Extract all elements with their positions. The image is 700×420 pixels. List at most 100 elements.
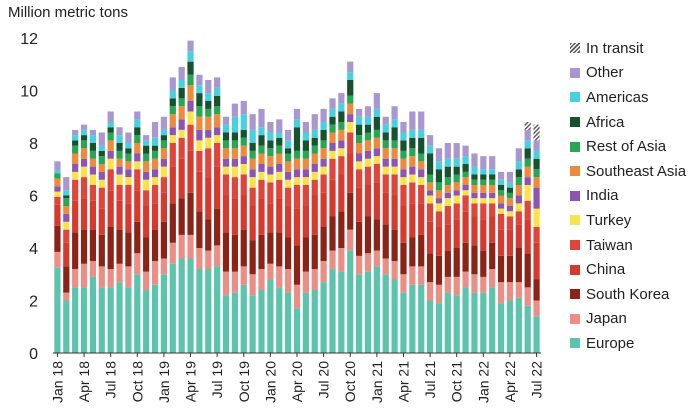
bar-segment-europe [524, 305, 531, 353]
bar-segment-china [533, 242, 540, 280]
bar-segment-americas [63, 190, 70, 196]
bar-segment-americas [89, 135, 97, 143]
bar-segment-india [435, 198, 443, 204]
bar-segment-europe [382, 274, 389, 353]
bar-segment-americas [151, 137, 159, 146]
legend-label: Americas [586, 88, 649, 106]
bar-segment-south-korea [249, 240, 256, 275]
bar-segment-africa [497, 185, 505, 191]
bar-segment-africa [533, 158, 540, 170]
bar-segment-southeast-asia [178, 106, 185, 120]
bar-segment-china [107, 190, 114, 227]
legend-item-taiwan: Taiwan [570, 233, 698, 258]
bar-segment-other [480, 156, 487, 170]
bar-segment-rest-of-asia [409, 148, 416, 157]
bar-segment-americas [338, 103, 345, 112]
bar-segment-southeast-asia [426, 182, 434, 191]
bar-segment-southeast-asia [293, 158, 301, 170]
x-tick-label: Jul 21 [422, 361, 438, 399]
bar-segment-turkey [240, 164, 247, 175]
bar-segment-europe [80, 287, 88, 354]
bar-segment-other [293, 108, 301, 120]
bar-segment-japan [72, 269, 79, 288]
bar-segment-south-korea [400, 242, 407, 275]
bar-segment-south-korea [409, 237, 416, 267]
bar-segment-other [160, 116, 168, 130]
bar-segment-africa [356, 124, 363, 136]
bar-segment-americas [515, 161, 522, 170]
bar-segment-europe [364, 271, 372, 354]
bar-segment-southeast-asia [187, 85, 194, 101]
bar-segment-americas [329, 108, 336, 117]
legend-label: South Korea [586, 285, 670, 303]
bar-segment-japan [54, 251, 61, 268]
bar-segment-china [311, 195, 318, 235]
bar-segment-africa [435, 169, 443, 183]
bar-segment-south-korea [196, 211, 203, 248]
bar-segment-americas [480, 169, 487, 175]
bar-segment-southeast-asia [435, 190, 443, 199]
bar-segment-turkey [364, 158, 372, 167]
bar-segment-taiwan [54, 196, 61, 205]
bar-segment-americas [497, 179, 505, 185]
bar-segment-japan [489, 269, 496, 288]
bar-segment-india [418, 169, 425, 178]
bar-segment-taiwan [462, 195, 469, 212]
bar-segment-south-korea [160, 221, 168, 259]
bar-segment-europe [347, 250, 354, 354]
bar-segment-india [125, 169, 132, 178]
bar-segment-china [267, 203, 274, 233]
bar-segment-turkey [276, 171, 283, 180]
bar-segment-turkey [444, 198, 451, 206]
bar-segment-turkey [214, 135, 221, 143]
bar-segment-rest-of-asia [143, 153, 150, 162]
bar-segment-southeast-asia [373, 137, 380, 149]
bar-segment-china [222, 195, 230, 233]
bar-segment-europe [329, 269, 336, 353]
bar-segment-china [63, 242, 70, 267]
x-tick-label: Oct 21 [449, 361, 465, 402]
bar-segment-americas [462, 156, 469, 165]
bar-segment-rest-of-asia [356, 135, 363, 143]
bar-segment-europe [311, 290, 318, 353]
bar-segment-taiwan [533, 227, 540, 243]
bar-segment-taiwan [293, 185, 301, 209]
bar-segment-rest-of-asia [205, 108, 212, 117]
bar-segment-south-korea [222, 232, 230, 272]
bar-segment-africa [524, 148, 531, 159]
legend-swatch [570, 141, 580, 152]
bar-segment-europe [143, 290, 150, 353]
bar-segment-europe [400, 292, 407, 354]
bar-segment-southeast-asia [382, 148, 389, 159]
bar-segment-africa [453, 166, 460, 175]
legend-label: Europe [586, 334, 635, 352]
x-tick-label: Oct 20 [342, 361, 358, 402]
bar-segment-india [302, 169, 309, 178]
bar-segment-europe [98, 287, 105, 354]
bar-segment-africa [515, 169, 522, 178]
bar-segment-europe [231, 292, 238, 354]
bar-segment-japan [329, 250, 336, 270]
bar-segment-japan [426, 282, 434, 301]
bar-segment-other [311, 114, 318, 130]
bar-segment-other [107, 111, 114, 122]
bar-segment-india [444, 192, 451, 199]
bar-segment-south-korea [80, 229, 88, 264]
x-tick-label: Apr 19 [183, 361, 199, 402]
bar-segment-other [471, 153, 478, 167]
bar-segment-rest-of-asia [107, 132, 114, 141]
bar-segment-africa [426, 153, 434, 175]
bar-segment-americas [240, 114, 247, 130]
bar-segment-taiwan [205, 148, 212, 178]
bar-segment-turkey [356, 161, 363, 170]
bar-segment-south-korea [515, 248, 522, 283]
bar-segment-europe [435, 303, 443, 354]
bar-segment-rest-of-asia [249, 150, 256, 159]
bar-segment-south-korea [258, 234, 265, 270]
bar-segment-americas [54, 170, 61, 174]
bar-segment-japan [196, 248, 203, 269]
bar-segment-south-korea [373, 219, 380, 251]
bar-segment-americas [267, 132, 274, 141]
bar-segment-taiwan [497, 213, 505, 230]
bar-segment-rest-of-asia [471, 179, 478, 185]
